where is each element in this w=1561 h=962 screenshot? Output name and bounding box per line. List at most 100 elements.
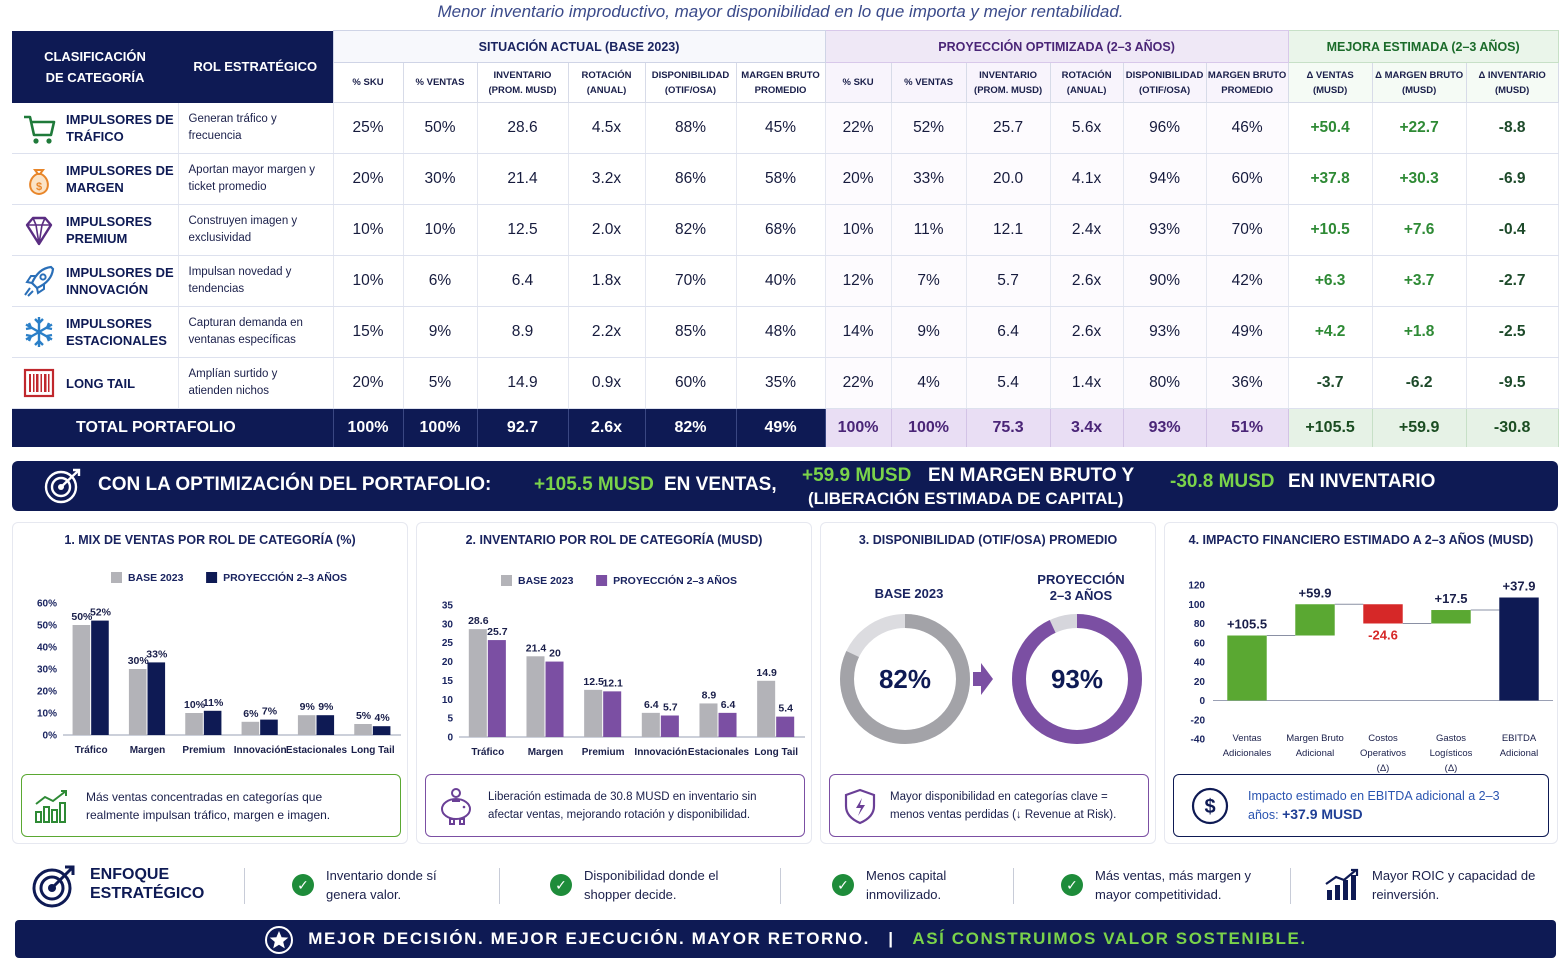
base-value: 70% bbox=[645, 255, 737, 307]
x-tick-label: Operativos bbox=[1360, 748, 1406, 759]
data-label: 7% bbox=[262, 706, 278, 718]
proj-value: 70% bbox=[1206, 204, 1289, 256]
base-value: 1.8x bbox=[568, 255, 646, 307]
bar bbox=[660, 715, 679, 737]
proj-subheader: MARGEN BRUTO PROMEDIO bbox=[1205, 62, 1289, 103]
x-tick-label: EBITDA bbox=[1502, 733, 1537, 744]
table-row: IMPULSORES DE INNOVACIÓN Impulsan noveda… bbox=[12, 255, 1559, 307]
bar bbox=[776, 716, 795, 737]
base-value: 25% bbox=[333, 102, 404, 154]
proj-value: 25.7 bbox=[966, 102, 1051, 154]
base-subheader: % SKU bbox=[332, 62, 404, 103]
imp-value: -2.5 bbox=[1466, 306, 1559, 358]
panel-financial-impact: 4. IMPACTO FINANCIERO ESTIMADO A 2–3 AÑO… bbox=[1164, 522, 1558, 844]
proj-value: 42% bbox=[1206, 255, 1289, 307]
imp-value: +4.2 bbox=[1288, 306, 1373, 358]
diamond-icon bbox=[25, 216, 53, 246]
divider bbox=[1013, 868, 1014, 904]
target-icon bbox=[44, 468, 81, 504]
imp-value: -8.8 bbox=[1466, 102, 1559, 154]
base-value: 10% bbox=[403, 204, 478, 256]
donut-series-label: BASE 2023 bbox=[875, 586, 944, 601]
proj-value: 46% bbox=[1206, 102, 1289, 154]
data-label: -24.6 bbox=[1368, 628, 1398, 643]
base-value: 8.9 bbox=[477, 306, 569, 358]
x-tick-label: Margen bbox=[130, 745, 166, 756]
cart-icon bbox=[24, 115, 56, 144]
focus-item-4: ✓ Más ventas, más margen y mayor competi… bbox=[1061, 866, 1265, 904]
chart1-title: 1. MIX DE VENTAS POR ROL DE CATEGORÍA (%… bbox=[64, 533, 356, 547]
bar bbox=[185, 713, 203, 735]
total-base-value: 82% bbox=[645, 408, 737, 447]
note-inventory-text: Liberación estimada de 30.8 MUSD en inve… bbox=[488, 790, 757, 821]
data-label: 6.4 bbox=[721, 699, 736, 711]
data-label: 25.7 bbox=[487, 626, 508, 638]
data-label: +59.9 bbox=[1299, 585, 1332, 600]
role-cell: Capturan demanda en ventanas específicas bbox=[178, 306, 334, 358]
base-subheader: MARGEN BRUTO PROMEDIO bbox=[735, 62, 826, 103]
y-tick-label: 0 bbox=[447, 733, 453, 744]
total-base-value: 100% bbox=[333, 408, 404, 447]
focus-item-2-text: Disponibilidad donde el shopper decide. bbox=[584, 868, 719, 902]
footer-separator: | bbox=[888, 929, 895, 948]
bar bbox=[372, 726, 391, 735]
footer-text-b: ASÍ CONSTRUIMOS VALOR SOSTENIBLE. bbox=[912, 929, 1307, 948]
data-label: 14.9 bbox=[756, 667, 777, 679]
donut-series-label: 2–3 AÑOS bbox=[1050, 588, 1113, 603]
check-icon: ✓ bbox=[832, 874, 854, 896]
x-tick-label: Adicional bbox=[1500, 748, 1539, 759]
base-value: 9% bbox=[403, 306, 478, 358]
x-tick-label: Gastos bbox=[1436, 733, 1466, 744]
base-value: 58% bbox=[736, 153, 826, 205]
chart3-title: 3. DISPONIBILIDAD (OTIF/OSA) PROMEDIO bbox=[858, 533, 1118, 547]
proj-value: 20.0 bbox=[966, 153, 1051, 205]
proj-value: 33% bbox=[891, 153, 967, 205]
imp-value: +37.8 bbox=[1288, 153, 1373, 205]
check-icon: ✓ bbox=[292, 874, 314, 896]
role-cell: Construyen imagen y exclusividad bbox=[178, 204, 334, 256]
imp-value: +7.6 bbox=[1372, 204, 1467, 256]
banner-inventory-value: -30.8 MUSD bbox=[1170, 471, 1275, 492]
bar bbox=[203, 710, 222, 735]
data-label: 52% bbox=[90, 607, 112, 619]
category-cell: LONG TAIL bbox=[12, 357, 179, 409]
y-tick-label: 80 bbox=[1194, 619, 1206, 630]
legend-swatch bbox=[111, 572, 122, 583]
data-label: 5% bbox=[356, 710, 372, 722]
proj-value: 60% bbox=[1206, 153, 1289, 205]
proj-value: 96% bbox=[1123, 102, 1207, 154]
data-label: +17.5 bbox=[1435, 591, 1468, 606]
x-tick-label: (Δ) bbox=[1377, 763, 1390, 773]
imp-subheader: Δ MARGEN BRUTO (MUSD) bbox=[1371, 62, 1467, 103]
x-tick-label: Ventas bbox=[1232, 733, 1261, 744]
table-row: IMPULSORES DE TRÁFICO Generan tráfico y … bbox=[12, 102, 1559, 154]
portfolio-table: CLASIFICACIÓN DE CATEGORÍA ROL ESTRATÉGI… bbox=[12, 30, 1559, 447]
y-tick-label: 20% bbox=[37, 687, 57, 698]
x-tick-label: Margen Bruto bbox=[1286, 733, 1344, 744]
donut-arc bbox=[840, 614, 970, 744]
proj-value: 14% bbox=[825, 306, 892, 358]
base-value: 50% bbox=[403, 102, 478, 154]
role-cell: Generan tráfico y frecuencia bbox=[178, 102, 334, 154]
note-sales-mix-text: Más ventas concentradas en categorías qu… bbox=[86, 789, 331, 822]
x-tick-label: Estacionales bbox=[286, 745, 348, 756]
y-tick-label: 30% bbox=[37, 665, 57, 676]
data-label: 5.4 bbox=[778, 703, 793, 715]
base-value: 60% bbox=[645, 357, 737, 409]
imp-value: +10.5 bbox=[1288, 204, 1373, 256]
proj-value: 36% bbox=[1206, 357, 1289, 409]
target-arrow-icon bbox=[32, 865, 75, 908]
proj-value: 4.1x bbox=[1050, 153, 1124, 205]
base-value: 88% bbox=[645, 102, 737, 154]
x-tick-label: Premium bbox=[182, 745, 225, 756]
bar bbox=[1363, 604, 1403, 624]
base-value: 10% bbox=[333, 204, 404, 256]
proj-value: 7% bbox=[891, 255, 967, 307]
base-value: 12.5 bbox=[477, 204, 569, 256]
shield-icon bbox=[844, 788, 876, 824]
note-ebitda-text: Impacto estimado en EBITDA adicional a 2… bbox=[1248, 789, 1500, 822]
data-label: 11% bbox=[203, 697, 224, 709]
bar bbox=[584, 689, 603, 737]
divider bbox=[499, 868, 500, 904]
total-proj-value: 100% bbox=[825, 408, 892, 447]
